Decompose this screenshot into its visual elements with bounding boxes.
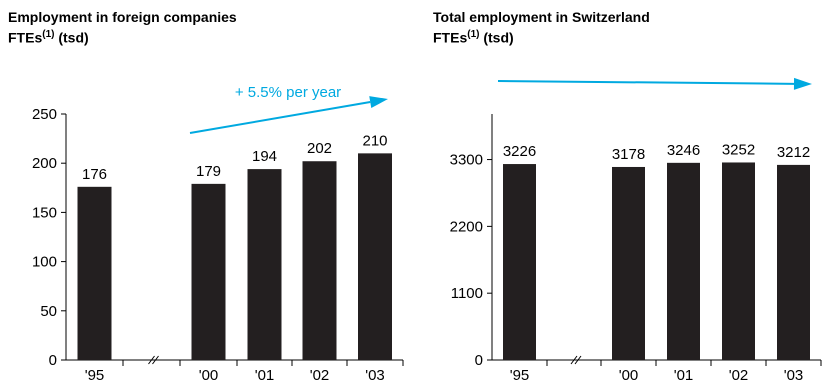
right-category-label: '01 (674, 367, 694, 384)
right-chart-title: Total employment in Switzerland FTEs(1) … (433, 8, 650, 47)
right-category-label: '03 (784, 367, 804, 384)
left-data-label: 210 (362, 132, 387, 149)
right-axis-break-mark (574, 355, 582, 365)
left-bar (77, 186, 112, 360)
right-data-label: 3212 (777, 144, 810, 161)
right-category-label: '95 (510, 367, 530, 384)
left-category-label: '01 (255, 367, 275, 384)
right-axis-break-mark (570, 355, 578, 365)
right-y-tick-label: 3300 (450, 152, 483, 169)
left-trend-arrow (189, 101, 371, 134)
left-axis-break-mark (152, 355, 159, 365)
right-trend-arrow-head (793, 77, 812, 90)
left-y-tick-label: 200 (32, 155, 57, 172)
left-chart-title-line2: FTEs(1) (tsd) (8, 26, 237, 47)
left-bar (358, 153, 392, 360)
right-data-label: 3178 (612, 146, 645, 163)
left-y-tick-label: 250 (32, 106, 57, 123)
left-category-label: '00 (199, 367, 219, 384)
left-data-label: 179 (196, 163, 221, 180)
right-y-tick-label: 2200 (450, 218, 483, 235)
left-data-label: 202 (307, 140, 332, 157)
right-category-label: '02 (729, 367, 749, 384)
right-title-fte: FTEs (433, 29, 468, 46)
left-title-fte: FTEs (8, 29, 43, 46)
right-title-unit: (tsd) (483, 29, 514, 46)
left-trend-annotation: + 5.5% per year (235, 84, 341, 101)
left-y-tick-label: 0 (49, 352, 57, 369)
left-y-tick-label: 50 (40, 303, 57, 320)
right-bar (612, 166, 645, 360)
left-trend-arrow-head (369, 96, 388, 108)
left-bar (191, 183, 226, 360)
left-category-label: '03 (365, 367, 385, 384)
right-title-footnote: (1) (467, 29, 480, 40)
left-category-label: '02 (310, 367, 330, 384)
left-title-unit: (tsd) (58, 29, 89, 46)
left-y-tick-label: 150 (32, 204, 57, 221)
right-category-label: '00 (619, 367, 639, 384)
right-chart-title-line2: FTEs(1) (tsd) (433, 26, 650, 47)
right-data-label: 3246 (667, 142, 700, 159)
left-axis-break-mark (148, 355, 155, 365)
left-chart-title: Employment in foreign companies FTEs(1) … (8, 8, 237, 47)
right-chart-title-line1: Total employment in Switzerland (433, 9, 650, 25)
left-title-footnote: (1) (42, 29, 55, 40)
right-bar (667, 162, 700, 360)
left-y-tick-label: 100 (32, 254, 57, 271)
left-chart-title-line1: Employment in foreign companies (8, 9, 237, 25)
right-bar (777, 164, 810, 360)
right-bar (503, 164, 536, 360)
left-data-label: 176 (82, 166, 107, 183)
left-category-label: '95 (85, 367, 105, 384)
left-bar (247, 169, 282, 360)
right-data-label: 3226 (503, 143, 536, 160)
right-y-tick-label: 0 (475, 352, 483, 369)
right-y-tick-label: 1100 (451, 285, 483, 302)
right-trend-arrow (497, 80, 795, 85)
right-bar (722, 162, 755, 360)
right-data-label: 3252 (722, 141, 755, 158)
left-bar (302, 161, 337, 360)
left-data-label: 194 (252, 148, 277, 165)
